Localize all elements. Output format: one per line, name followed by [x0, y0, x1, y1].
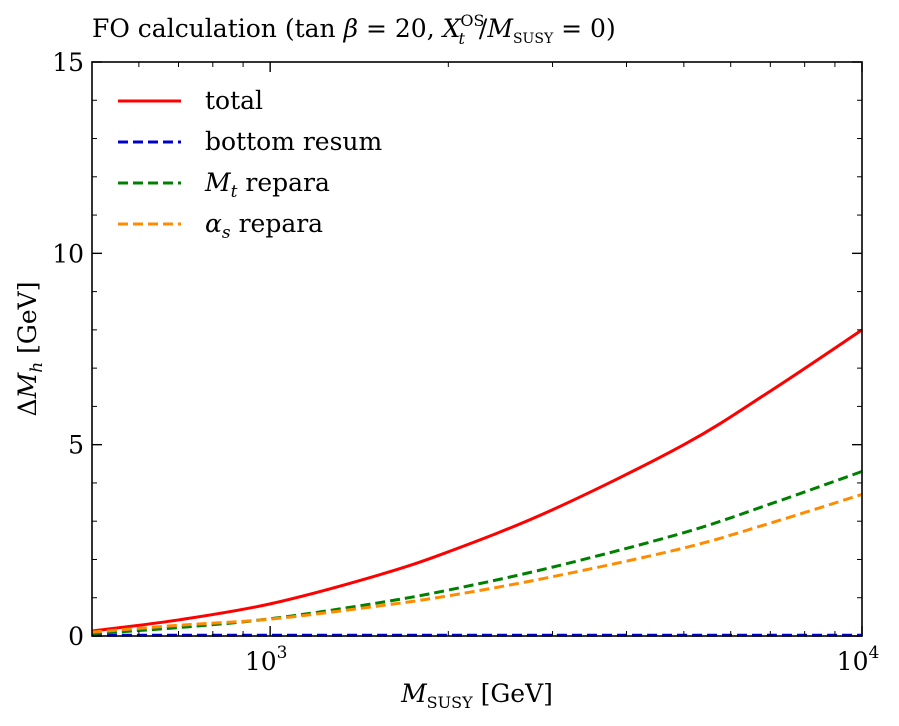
xlabel-sub: SUSY [427, 693, 473, 712]
svg-text:ΔMh [GeV]: ΔMh [GeV] [13, 282, 47, 417]
y-tick-label: 5 [68, 431, 84, 460]
title-m: M [486, 14, 514, 43]
xlabel-m: M [400, 679, 428, 708]
ylabel-delta: Δ [13, 398, 42, 416]
ylabel-unit: [GeV] [13, 282, 42, 362]
legend-label: bottom resum [205, 127, 383, 156]
legend-label: Mt repara [204, 168, 330, 202]
title-slash: / [479, 14, 488, 43]
title-suffix: = 0) [553, 14, 616, 43]
x-tick-label: 104 [837, 643, 880, 676]
title-x-sub: t [458, 29, 465, 48]
xlabel-unit: [GeV] [473, 679, 553, 708]
x-tick-label: 103 [245, 643, 288, 676]
y-tick-label: 15 [52, 48, 84, 77]
title-prefix: FO calculation (tan [92, 14, 344, 43]
title-beta: β [343, 14, 358, 43]
title-eq1: = 20, [358, 14, 443, 43]
chart-title: FO calculation (tan β = 20, XOS t /MSUSY =… [92, 11, 616, 48]
legend-label: αs repara [205, 209, 323, 243]
y-tick-label: 0 [68, 622, 84, 651]
plot-frame [91, 61, 863, 637]
y-axis-label: ΔMh [GeV] [13, 282, 47, 417]
title-m-sub: SUSY [513, 31, 554, 47]
series-line-alpha-s-repara [91, 492, 863, 634]
x-tick-base: 10 [837, 647, 869, 676]
series-line-total [91, 328, 863, 633]
legend: total bottom resum Mt repara αs repara [118, 86, 383, 243]
x-tick-exp: 4 [868, 643, 879, 663]
legend-label: total [205, 86, 263, 115]
ylabel-m: M [13, 371, 42, 399]
x-tick-exp: 3 [277, 643, 288, 663]
title-x-sup: OS [460, 11, 484, 30]
x-tick-base: 10 [245, 647, 277, 676]
ylabel-sub: h [27, 362, 47, 373]
x-axis-label: MSUSY [GeV] [400, 679, 553, 712]
series-line-m-t-repara [91, 470, 863, 636]
y-tick-label: 10 [52, 239, 84, 268]
title-x: X [441, 14, 462, 43]
